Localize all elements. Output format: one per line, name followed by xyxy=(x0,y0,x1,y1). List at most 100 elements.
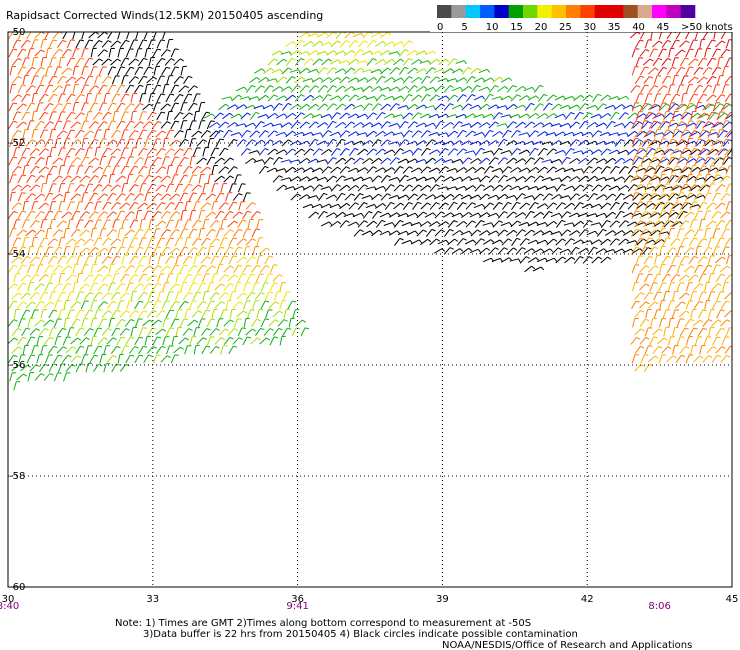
wind-barb-feather xyxy=(561,183,566,187)
wind-barb xyxy=(101,76,109,84)
wind-barb xyxy=(627,130,636,138)
wind-barb-feather xyxy=(283,149,288,154)
wind-barb xyxy=(687,76,696,84)
wind-barb-feather xyxy=(71,93,76,97)
wind-barb xyxy=(657,85,664,93)
wind-barb-feather xyxy=(450,68,455,72)
wind-barb-feather xyxy=(663,120,668,124)
wind-barb xyxy=(152,354,158,364)
wind-barb xyxy=(402,76,410,84)
wind-barb-feather xyxy=(441,194,446,199)
wind-barb xyxy=(392,77,402,83)
wind-barb-feather xyxy=(169,93,175,96)
wind-barb xyxy=(244,104,254,110)
wind-barb xyxy=(236,310,244,318)
wind-barb xyxy=(679,346,686,354)
wind-barb-feather xyxy=(104,265,108,269)
wind-barb xyxy=(434,157,443,165)
wind-barb-feather xyxy=(432,212,437,217)
wind-barb-feather xyxy=(689,66,694,69)
wind-barb-feather xyxy=(251,273,256,276)
wind-barb xyxy=(99,156,103,166)
wind-barb-feather xyxy=(62,255,67,258)
wind-barb-feather xyxy=(717,319,722,323)
wind-barb xyxy=(438,58,447,66)
wind-barb-feather xyxy=(345,220,350,223)
wind-barb xyxy=(43,337,51,345)
wind-barb xyxy=(317,103,325,111)
wind-barb xyxy=(676,264,681,274)
wind-barb-feather xyxy=(477,212,482,217)
wind-barb-feather xyxy=(134,346,139,349)
wind-barb-feather xyxy=(730,111,732,114)
wind-barb xyxy=(26,354,32,364)
wind-barb xyxy=(684,102,691,112)
wind-barb-feather xyxy=(59,193,63,197)
wind-barb xyxy=(148,255,152,265)
wind-barb xyxy=(138,39,144,49)
wind-barb-feather xyxy=(553,113,558,117)
wind-barb-feather xyxy=(459,193,464,197)
wind-barb-feather xyxy=(27,364,31,368)
wind-barb xyxy=(456,202,464,210)
wind-barb xyxy=(670,148,678,156)
wind-barb xyxy=(184,237,188,247)
wind-barb-feather xyxy=(633,165,638,169)
wind-barb xyxy=(698,309,704,319)
wind-barb xyxy=(706,111,713,121)
color-bar-label: 0 xyxy=(437,22,443,33)
wind-barb xyxy=(34,175,42,183)
wind-barb-feather xyxy=(372,112,377,116)
wind-barb-feather xyxy=(337,40,342,44)
wind-barb xyxy=(339,184,347,192)
wind-barb-feather xyxy=(562,256,567,260)
wind-barb-feather xyxy=(53,309,58,312)
wind-barb xyxy=(679,57,686,67)
wind-barb xyxy=(492,76,500,84)
wind-barb-feather xyxy=(108,58,112,62)
wind-barb xyxy=(641,156,645,166)
wind-barb xyxy=(380,175,388,183)
wind-barb xyxy=(479,157,487,165)
color-bar-segment xyxy=(666,5,681,18)
wind-barb xyxy=(649,176,659,182)
wind-barb-feather xyxy=(698,120,703,122)
wind-barb-feather xyxy=(644,84,649,87)
wind-barb xyxy=(272,328,280,336)
wind-barb xyxy=(344,121,352,129)
wind-barb xyxy=(600,94,608,102)
wind-barb xyxy=(134,84,140,94)
wind-barb-feather xyxy=(238,301,243,305)
wind-barb xyxy=(22,345,26,355)
wind-barb-feather xyxy=(580,220,585,225)
wind-barb-feather xyxy=(672,247,677,251)
wind-barb xyxy=(49,147,53,157)
wind-barb xyxy=(451,68,461,74)
wind-barb xyxy=(269,264,275,274)
wind-barb-feather xyxy=(346,94,350,98)
wind-barb xyxy=(12,39,18,49)
wind-barb xyxy=(632,318,636,328)
wind-barb xyxy=(374,167,384,173)
wind-barb xyxy=(577,212,587,218)
wind-barb xyxy=(533,103,541,111)
wind-barb-feather xyxy=(40,300,45,304)
wind-barb-feather xyxy=(674,103,679,106)
wind-barb-feather xyxy=(85,175,90,179)
wind-barb-feather xyxy=(615,201,620,205)
wind-barb xyxy=(424,50,434,56)
wind-barb-feather xyxy=(193,247,198,250)
wind-barb-feather xyxy=(12,48,18,51)
wind-barb-feather xyxy=(212,211,216,215)
wind-barb-feather xyxy=(690,211,695,215)
wind-barb xyxy=(49,201,53,211)
wind-barb-feather xyxy=(238,246,243,249)
wind-barb xyxy=(48,75,54,85)
wind-barb xyxy=(600,202,608,210)
wind-barb xyxy=(254,139,262,147)
wind-barb xyxy=(434,85,442,93)
wind-barb-feather xyxy=(121,318,126,322)
wind-barb xyxy=(362,32,370,39)
wind-barb xyxy=(335,121,343,129)
wind-barb xyxy=(643,364,650,372)
